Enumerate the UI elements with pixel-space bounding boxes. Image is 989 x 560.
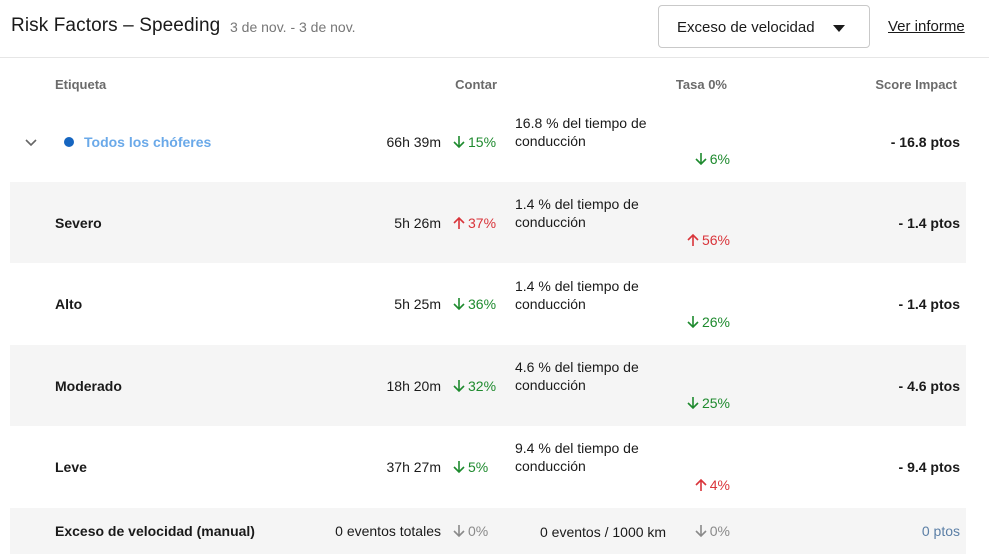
rate-delta: 26%: [686, 314, 730, 330]
count-value: 66h 39m: [386, 134, 441, 150]
column-header-label[interactable]: Etiqueta: [55, 77, 107, 92]
row-label: Leve: [55, 459, 87, 475]
arrow-up-icon: [687, 233, 699, 246]
count-value: 0 eventos totales: [335, 523, 441, 539]
table-row[interactable]: Moderado 18h 20m 32% 4.6 % del tiempo de…: [10, 345, 966, 426]
score-impact: - 1.4 ptos: [898, 215, 960, 231]
arrow-down-icon: [687, 397, 699, 410]
page-header: Risk Factors – Speeding 3 de nov. - 3 de…: [0, 0, 989, 58]
rate-delta: 25%: [686, 395, 730, 411]
chevron-down-icon[interactable]: [24, 135, 38, 149]
count-delta: 32%: [452, 378, 496, 394]
score-impact: - 1.4 ptos: [898, 296, 960, 312]
score-impact: - 4.6 ptos: [898, 378, 960, 394]
column-header-score[interactable]: Score Impact: [875, 77, 957, 92]
count-value: 18h 20m: [386, 378, 441, 394]
arrow-up-icon: [695, 478, 707, 491]
arrow-down-icon: [453, 461, 465, 474]
row-label: Severo: [55, 215, 102, 231]
rate-text: 9.4 % del tiempo de conducción: [515, 440, 639, 474]
table-row[interactable]: Alto 5h 25m 36% 1.4 % del tiempo de cond…: [10, 263, 966, 345]
arrow-down-icon: [453, 136, 465, 149]
count-delta: 15%: [452, 134, 496, 150]
arrow-down-icon: [453, 298, 465, 311]
row-label: Alto: [55, 296, 83, 312]
score-impact: - 9.4 ptos: [898, 459, 960, 475]
select-value: Exceso de velocidad: [677, 19, 815, 36]
column-header-rate[interactable]: Tasa 0%: [675, 77, 727, 92]
rate-delta: 4%: [694, 477, 730, 493]
count-value: 37h 27m: [386, 459, 441, 475]
row-label[interactable]: Todos los chóferes: [84, 134, 212, 150]
page-title: Risk Factors – Speeding: [11, 15, 221, 36]
rate-delta: 6%: [694, 151, 730, 167]
arrow-up-icon: [453, 216, 465, 229]
column-header-count[interactable]: Contar: [455, 77, 497, 92]
count-value: 5h 25m: [394, 296, 441, 312]
rate-text: 16.8 % del tiempo de conducción: [515, 115, 647, 149]
arrow-down-icon: [695, 525, 707, 538]
table-row[interactable]: Leve 37h 27m 5% 9.4 % del tiempo de cond…: [10, 426, 966, 508]
rate-text: 4.6 % del tiempo de conducción: [515, 359, 639, 393]
table-row[interactable]: Severo 5h 26m 37% 1.4 % del tiempo de co…: [10, 182, 966, 263]
count-delta: 36%: [452, 296, 496, 312]
rate-text: 1.4 % del tiempo de conducción: [515, 278, 639, 312]
table-row[interactable]: Exceso de velocidad (manual) 0 eventos t…: [10, 508, 966, 554]
rate-text: 1.4 % del tiempo de conducción: [515, 196, 639, 230]
row-label: Exceso de velocidad (manual): [55, 523, 255, 539]
view-report-link[interactable]: Ver informe: [888, 18, 965, 35]
row-label: Moderado: [55, 378, 122, 394]
caret-down-icon: [833, 25, 845, 32]
arrow-down-icon: [453, 380, 465, 393]
arrow-down-icon: [687, 316, 699, 329]
driver-group-dot: [64, 137, 74, 147]
risk-factor-select[interactable]: Exceso de velocidad: [658, 5, 870, 48]
count-value: 5h 26m: [394, 215, 441, 231]
table-row-all-drivers[interactable]: Todos los chóferes 66h 39m 15% 16.8 % de…: [10, 101, 966, 182]
score-impact: 0 ptos: [921, 523, 960, 539]
date-range: 3 de nov. - 3 de nov.: [230, 19, 356, 35]
count-delta: 5%: [452, 459, 488, 475]
rate-delta: 0%: [694, 523, 730, 539]
count-delta: 0%: [452, 523, 488, 539]
arrow-down-icon: [453, 525, 465, 538]
score-impact: - 16.8 ptos: [890, 134, 960, 150]
rate-text: 0 eventos / 1000 km: [540, 524, 667, 540]
count-delta: 37%: [452, 215, 496, 231]
rate-delta: 56%: [686, 232, 730, 248]
arrow-down-icon: [695, 153, 707, 166]
